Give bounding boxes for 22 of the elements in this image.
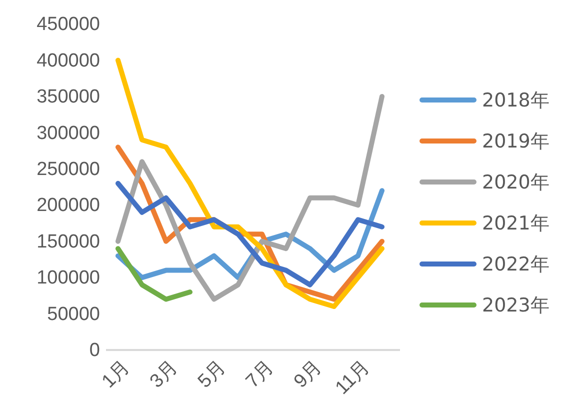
legend-label: 2019年: [482, 130, 550, 153]
y-tick-label: 200000: [36, 195, 100, 216]
y-tick-label: 450000: [36, 14, 100, 36]
legend-label: 2020年: [482, 172, 550, 194]
x-tick-label: 5月: [194, 356, 230, 392]
y-tick-label: 0: [89, 340, 100, 362]
y-tick-label: 300000: [36, 122, 100, 144]
legend-label: 2021年: [482, 212, 550, 235]
x-tick-label: 3月: [146, 356, 182, 392]
legend-label: 2023年: [482, 294, 550, 317]
x-tick-label: 7月: [242, 356, 278, 392]
x-tick-label: 11月: [332, 356, 374, 399]
y-tick-label: 100000: [36, 268, 100, 289]
legend-label: 2018年: [482, 90, 550, 112]
y-tick-label: 350000: [36, 86, 100, 108]
x-tick-label: 9月: [290, 356, 326, 392]
y-tick-label: 400000: [36, 50, 100, 72]
x-tick-label: 1月: [98, 356, 134, 392]
y-tick-label: 50000: [47, 304, 100, 325]
y-tick-label: 150000: [36, 231, 100, 252]
y-tick-label: 250000: [36, 158, 100, 180]
legend-label: 2022年: [482, 254, 550, 276]
